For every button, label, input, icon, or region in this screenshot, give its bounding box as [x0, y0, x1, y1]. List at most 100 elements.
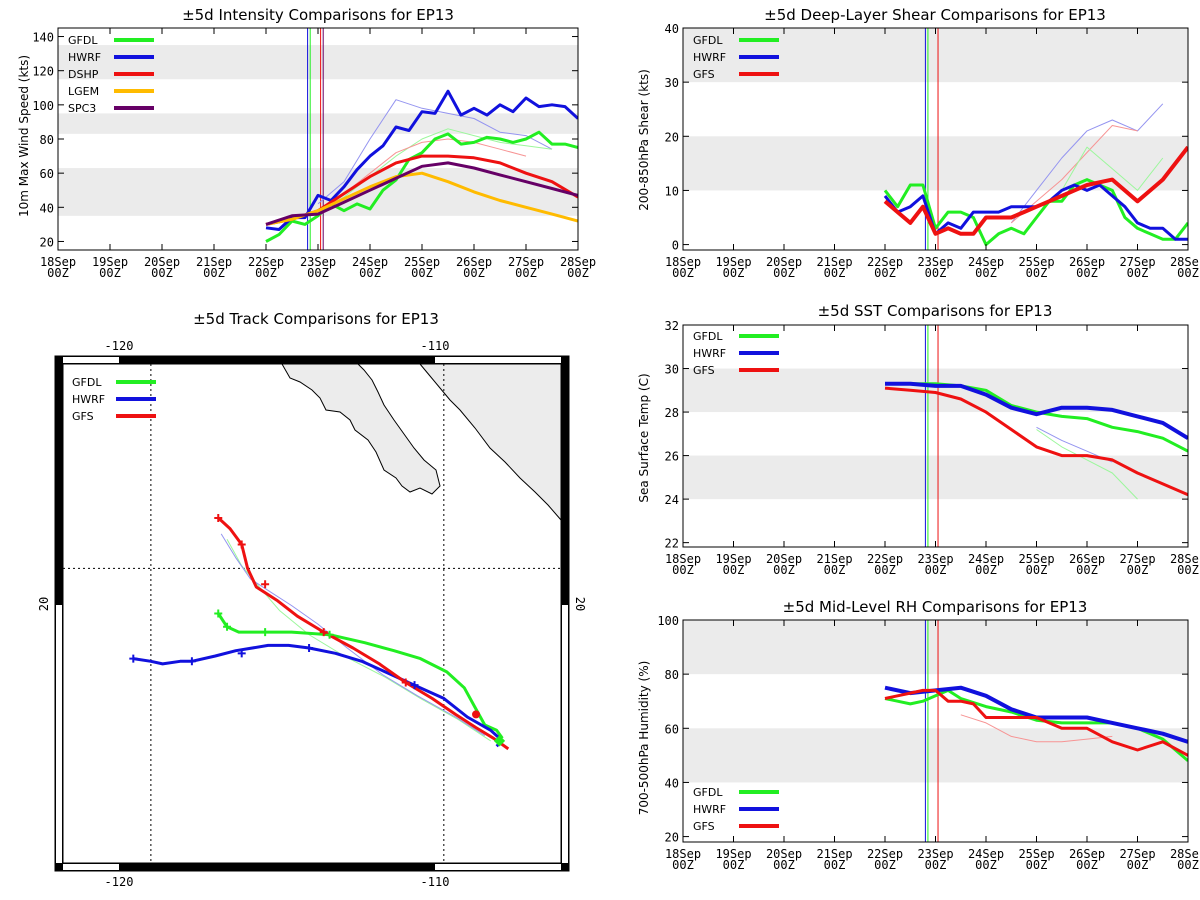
x-tick-label-hour: 00Z — [307, 266, 329, 280]
series-group — [884, 381, 1188, 500]
x-tick-label-hour: 00Z — [1127, 858, 1149, 872]
x-tick-label-date: 21Sep — [816, 552, 852, 566]
x-tick-label-date: 21Sep — [196, 255, 232, 269]
x-tick-label-date: 25Sep — [404, 255, 440, 269]
series-line-spc3 — [265, 161, 578, 226]
y-tick-label: 20 — [40, 235, 54, 249]
track-marker-hwrf — [129, 654, 138, 663]
y-tick-label: 30 — [665, 76, 679, 90]
x-tick-label-hour: 00Z — [975, 266, 997, 280]
x-tick-label-hour: 00Z — [925, 563, 947, 577]
legend-label-spc3: SPC3 — [68, 102, 96, 115]
track-start-gfdl — [493, 735, 506, 747]
track-marker-hwrf — [410, 681, 419, 690]
legend-label-hwrf: HWRF — [693, 347, 726, 360]
x-tick-label-hour: 00Z — [1026, 266, 1048, 280]
legend-label-hwrf: HWRF — [693, 51, 726, 64]
x-tick-label-date: 24Sep — [352, 255, 388, 269]
x-tick-label-date: 23Sep — [300, 255, 336, 269]
legend-label-dshp: DSHP — [68, 68, 99, 81]
x-tick-label-hour: 00Z — [975, 858, 997, 872]
rh-plot-area: 2040608010018Sep00Z19Sep00Z20Sep00Z21Sep… — [657, 614, 1200, 872]
x-tick-label-date: 22Sep — [867, 552, 903, 566]
track-legend-label-gfdl: GFDL — [72, 376, 102, 389]
track-right-lat-tick: 20 — [573, 597, 587, 611]
y-tick-label: 40 — [665, 22, 679, 36]
intensity-chart: ±5d Intensity Comparisons for EP13 10m M… — [17, 6, 596, 280]
x-tick-label-date: 24Sep — [968, 255, 1004, 269]
sst-title: ±5d SST Comparisons for EP13 — [818, 302, 1053, 320]
y-tick-label: 80 — [665, 668, 679, 682]
y-tick-label: 26 — [665, 450, 679, 464]
series-line-gfs — [883, 145, 1188, 236]
y-tick-label: 60 — [665, 722, 679, 736]
x-tick-label-hour: 00Z — [567, 266, 589, 280]
intensity-title: ±5d Intensity Comparisons for EP13 — [182, 6, 454, 24]
y-tick-label: 100 — [657, 614, 679, 628]
legend-label-gfdl: GFDL — [68, 34, 98, 47]
x-tick-label-hour: 00Z — [1026, 858, 1048, 872]
series-line-hwrf — [265, 89, 578, 231]
frame-right-segment — [562, 605, 568, 863]
x-tick-label-date: 19Sep — [715, 552, 751, 566]
shaded-band — [58, 168, 578, 216]
x-tick-label-date: 25Sep — [1018, 847, 1054, 861]
legend-label-gfs: GFS — [693, 364, 715, 377]
shear-plot-area: 01020304018Sep00Z19Sep00Z20Sep00Z21Sep00… — [665, 22, 1200, 280]
frame-top-segment — [63, 357, 119, 363]
intensity-plot-area: 2040608010012014018Sep00Z19Sep00Z20Sep00… — [32, 27, 596, 280]
track-legend-label-hwrf: HWRF — [72, 393, 105, 406]
track-line-gfs — [217, 516, 510, 751]
map-ocean — [63, 364, 561, 863]
x-tick-label-date: 27Sep — [1119, 255, 1155, 269]
track-marker-gfs — [214, 513, 223, 522]
track-plot-area: GFDL HWRF GFS — [63, 364, 561, 863]
x-tick-label-date: 21Sep — [816, 255, 852, 269]
legend-label-hwrf: HWRF — [693, 803, 726, 816]
series-line-gfdl-faint — [1061, 146, 1164, 191]
series-group — [883, 103, 1188, 247]
x-tick-label-hour: 00Z — [151, 266, 173, 280]
x-tick-label-hour: 00Z — [359, 266, 381, 280]
x-tick-label-date: 28Sep — [560, 255, 596, 269]
series-group — [265, 89, 578, 243]
legend-label-gfdl: GFDL — [693, 786, 723, 799]
x-tick-label-date: 25Sep — [1018, 255, 1054, 269]
y-tick-label: 20 — [665, 831, 679, 845]
x-tick-label-hour: 00Z — [672, 266, 694, 280]
track-marker-hwrf — [237, 649, 246, 658]
series-group — [884, 685, 1188, 762]
rh-chart: ±5d Mid-Level RH Comparisons for EP13 70… — [637, 598, 1200, 872]
x-tick-label-date: 26Sep — [1069, 255, 1105, 269]
x-tick-label-hour: 00Z — [824, 563, 846, 577]
x-tick-label-hour: 00Z — [1177, 563, 1199, 577]
series-line-gfs — [884, 386, 1188, 497]
track-top-lon-tick: -110 — [421, 339, 450, 353]
x-tick-label-date: 27Sep — [1119, 552, 1155, 566]
x-tick-label-date: 27Sep — [1119, 847, 1155, 861]
x-tick-label-date: 27Sep — [508, 255, 544, 269]
legend-label-gfs: GFS — [693, 820, 715, 833]
frame-bottom-bar — [55, 863, 569, 871]
frame-top-bar — [55, 356, 569, 364]
x-tick-label-date: 20Sep — [766, 255, 802, 269]
baja-land — [281, 363, 441, 495]
track-marker-gfdl — [214, 609, 223, 618]
x-tick-label-hour: 00Z — [874, 266, 896, 280]
shear-title: ±5d Deep-Layer Shear Comparisons for EP1… — [764, 6, 1106, 24]
x-tick-label-date: 28Sep — [1170, 847, 1200, 861]
x-tick-label-hour: 00Z — [824, 266, 846, 280]
track-marker-gfs — [237, 540, 246, 549]
x-tick-label-hour: 00Z — [1076, 563, 1098, 577]
x-tick-label-hour: 00Z — [1177, 266, 1199, 280]
x-tick-label-date: 18Sep — [40, 255, 76, 269]
x-tick-label-hour: 00Z — [773, 858, 795, 872]
sst-y-axis-label: Sea Surface Temp (C) — [637, 373, 651, 502]
series-line-gfdl — [883, 178, 1188, 247]
sst-chart: ±5d SST Comparisons for EP13 Sea Surface… — [637, 302, 1200, 577]
x-tick-label-date: 19Sep — [92, 255, 128, 269]
track-marker-gfdl — [261, 628, 270, 637]
y-tick-label: 100 — [32, 99, 54, 113]
x-tick-label-hour: 00Z — [773, 266, 795, 280]
shaded-band — [683, 620, 1188, 675]
